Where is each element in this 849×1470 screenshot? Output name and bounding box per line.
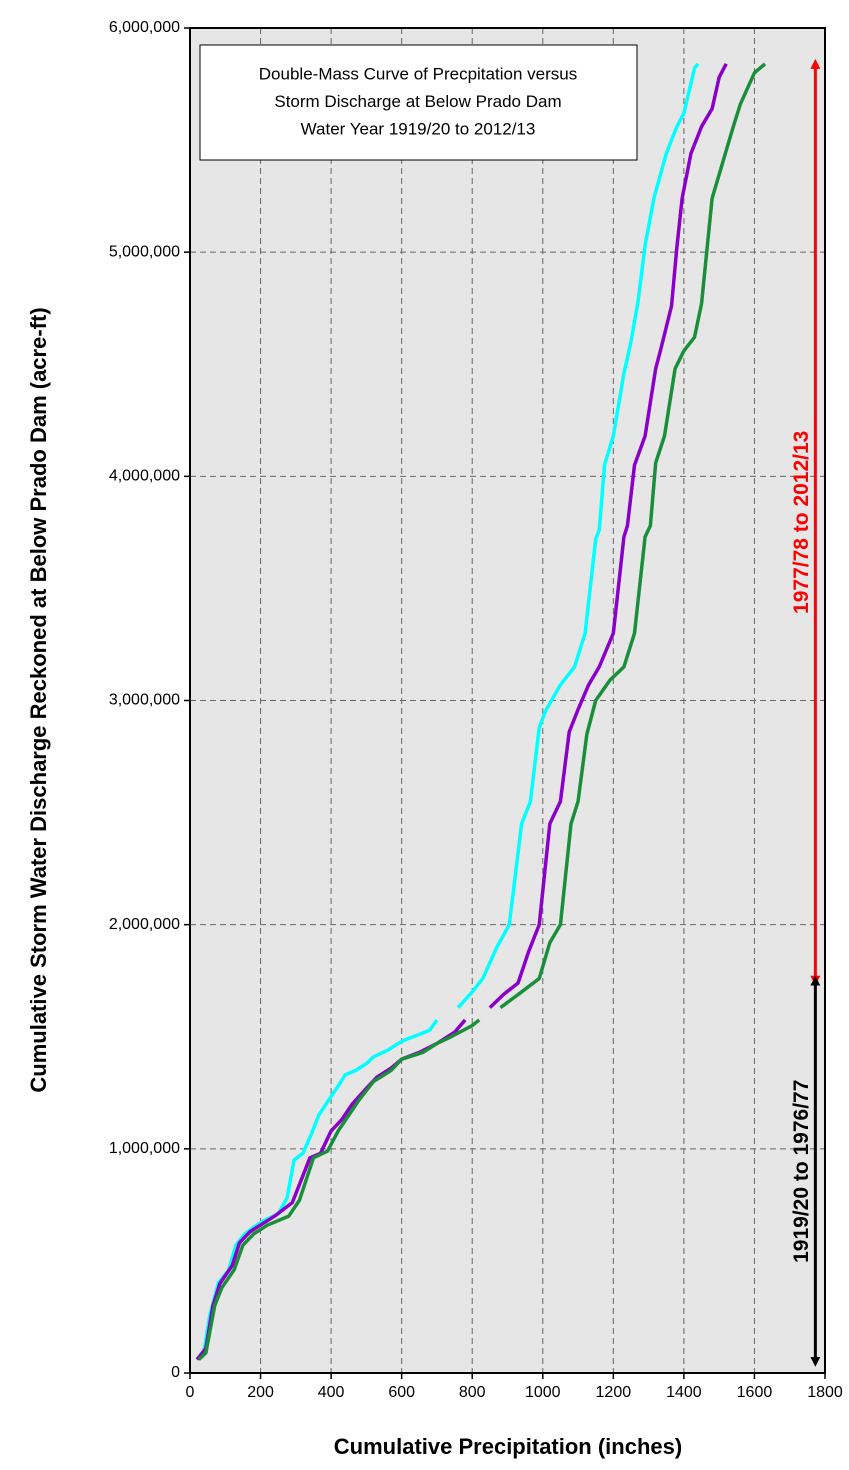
- range-label: 1919/20 to 1976/77: [790, 1080, 813, 1263]
- x-axis-title: Cumulative Precipitation (inches): [334, 1434, 682, 1459]
- x-tick-label: 1600: [737, 1384, 773, 1401]
- y-axis-title: Cumulative Storm Water Discharge Reckone…: [26, 307, 51, 1092]
- title-box: Double-Mass Curve of Precpitation versus…: [199, 44, 638, 161]
- title-box-frame: [199, 44, 638, 161]
- y-tick-label: 4,000,000: [109, 468, 180, 485]
- x-tick-label: 1400: [666, 1384, 702, 1401]
- range-label: 1977/78 to 2012/13: [790, 431, 813, 614]
- y-tick-label: 5,000,000: [109, 243, 180, 260]
- x-tick-label: 1800: [807, 1384, 843, 1401]
- y-tick-label: 0: [171, 1364, 180, 1381]
- chart-title: Double-Mass Curve of Precpitation versus: [259, 64, 577, 83]
- y-tick-label: 2,000,000: [109, 916, 180, 933]
- series-line: [197, 62, 767, 1361]
- x-tick-label: 1200: [596, 1384, 632, 1401]
- y-tick-label: 3,000,000: [109, 692, 180, 709]
- x-tick-label: 600: [388, 1384, 415, 1401]
- x-tick-label: 200: [247, 1384, 274, 1401]
- x-tick-label: 1000: [525, 1384, 561, 1401]
- x-tick-label: 800: [459, 1384, 486, 1401]
- x-tick-label: 0: [186, 1384, 195, 1401]
- series-line: [195, 62, 700, 1361]
- chart-title: Water Year 1919/20 to 2012/13: [301, 119, 536, 138]
- y-tick-label: 6,000,000: [109, 19, 180, 36]
- chart-title: Storm Discharge at Below Prado Dam: [274, 92, 561, 111]
- x-tick-label: 400: [318, 1384, 345, 1401]
- y-tick-label: 1,000,000: [109, 1140, 180, 1157]
